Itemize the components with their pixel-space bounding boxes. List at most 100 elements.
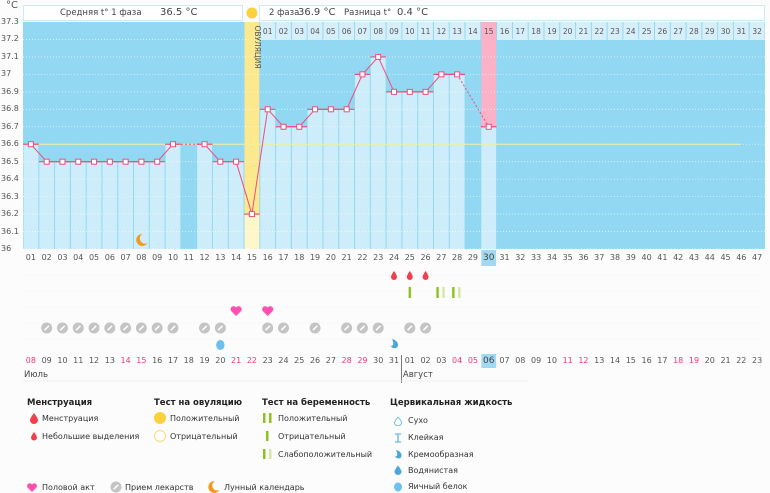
cycle-day-label[interactable]: 07 bbox=[120, 253, 131, 262]
calendar-date-label[interactable]: 21 bbox=[720, 356, 731, 365]
cycle-day-label[interactable]: 45 bbox=[720, 253, 731, 262]
cycle-day-label[interactable]: 35 bbox=[562, 253, 573, 262]
cycle-day-label[interactable]: 19 bbox=[309, 253, 321, 262]
calendar-date-label[interactable]: 14 bbox=[609, 356, 621, 365]
calendar-date-label[interactable]: 22 bbox=[736, 356, 747, 365]
calendar-date-label[interactable]: 04 bbox=[452, 356, 463, 365]
calendar-date-label[interactable]: 12 bbox=[88, 356, 100, 365]
cycle-day-label[interactable]: 33 bbox=[530, 253, 542, 262]
calendar-date-label[interactable]: 13 bbox=[594, 356, 605, 365]
cycle-day-label[interactable]: 41 bbox=[657, 253, 668, 262]
calendar-date-label[interactable]: 11 bbox=[562, 356, 573, 365]
cycle-day-label[interactable]: 47 bbox=[752, 253, 763, 262]
cycle-day-label[interactable]: 34 bbox=[546, 253, 557, 262]
cycle-day-label[interactable]: 25 bbox=[404, 253, 415, 262]
cycle-day-label[interactable]: 11 bbox=[183, 253, 194, 262]
calendar-date-label[interactable]: 30 bbox=[373, 356, 384, 365]
cycle-day-label[interactable]: 22 bbox=[357, 253, 368, 262]
cycle-day-label[interactable]: 31 bbox=[499, 253, 510, 262]
cycle-day-label[interactable]: 02 bbox=[41, 253, 52, 262]
calendar-date-label[interactable]: 19 bbox=[199, 356, 210, 365]
cycle-day-label[interactable]: 21 bbox=[341, 253, 352, 262]
legend-intercourse: Половой акт bbox=[42, 483, 95, 492]
calendar-date-label[interactable]: 21 bbox=[231, 356, 242, 365]
calendar-date-label[interactable]: 14 bbox=[120, 356, 131, 365]
phase1-value: 36.5 °C bbox=[160, 7, 198, 18]
calendar-date-label[interactable]: 28 bbox=[341, 356, 352, 365]
cycle-day-label[interactable]: 32 bbox=[515, 253, 526, 262]
cycle-day-label[interactable]: 29 bbox=[467, 253, 479, 262]
cycle-day-label[interactable]: 43 bbox=[688, 253, 700, 262]
calendar-date-label[interactable]: 17 bbox=[167, 356, 179, 365]
cycle-day-label[interactable]: 10 bbox=[167, 253, 179, 262]
calendar-date-label[interactable]: 18 bbox=[183, 356, 194, 365]
calendar-date-label[interactable]: 29 bbox=[357, 356, 368, 365]
calendar-date-label[interactable]: 15 bbox=[136, 356, 147, 365]
calendar-date-label[interactable]: 23 bbox=[752, 356, 763, 365]
calendar-date-label[interactable]: 27 bbox=[325, 356, 336, 365]
cycle-day-label[interactable]: 14 bbox=[231, 253, 242, 262]
calendar-date-label[interactable]: 07 bbox=[499, 356, 510, 365]
calendar-date-label[interactable]: 13 bbox=[104, 356, 115, 365]
calendar-date-label[interactable]: 26 bbox=[309, 356, 321, 365]
cycle-day-label[interactable]: 05 bbox=[88, 253, 100, 262]
calendar-date-label[interactable]: 25 bbox=[294, 356, 305, 365]
calendar-date-label[interactable]: 02 bbox=[420, 356, 431, 365]
temperature-point bbox=[27, 141, 34, 148]
cycle-day-label[interactable]: 18 bbox=[294, 253, 305, 262]
calendar-date-label[interactable]: 05 bbox=[467, 356, 479, 365]
cycle-day-label[interactable]: 37 bbox=[594, 253, 605, 262]
cycle-day-label[interactable]: 39 bbox=[625, 253, 636, 262]
cycle-day-label[interactable]: 40 bbox=[641, 253, 652, 262]
cycle-day-label[interactable]: 42 bbox=[673, 253, 684, 262]
cycle-day-label[interactable]: 28 bbox=[452, 253, 463, 262]
cycle-day-label[interactable]: 17 bbox=[278, 253, 289, 262]
cycle-day-label[interactable]: 38 bbox=[609, 253, 621, 262]
calendar-date-label[interactable]: 22 bbox=[246, 356, 257, 365]
cycle-day-label[interactable]: 24 bbox=[388, 253, 400, 262]
cycle-day-label[interactable]: 26 bbox=[420, 253, 431, 262]
phase2-day-label: 32 bbox=[752, 27, 762, 36]
calendar-date-label[interactable]: 20 bbox=[704, 356, 715, 365]
cycle-day-label[interactable]: 46 bbox=[736, 253, 747, 262]
cycle-day-label[interactable]: 04 bbox=[73, 253, 84, 262]
cycle-day-label[interactable]: 36 bbox=[578, 253, 589, 262]
calendar-date-label[interactable]: 09 bbox=[41, 356, 52, 365]
calendar-date-label[interactable]: 15 bbox=[625, 356, 636, 365]
calendar-date-label[interactable]: 09 bbox=[530, 356, 542, 365]
calendar-date-label[interactable]: 20 bbox=[215, 356, 226, 365]
cycle-day-label[interactable]: 20 bbox=[325, 253, 336, 262]
calendar-date-label[interactable]: 10 bbox=[57, 356, 68, 365]
calendar-date-label[interactable]: 08 bbox=[515, 356, 526, 365]
calendar-date-label[interactable]: 12 bbox=[578, 356, 589, 365]
cycle-day-label[interactable]: 30 bbox=[482, 253, 495, 263]
calendar-date-label[interactable]: 17 bbox=[657, 356, 668, 365]
calendar-date-label[interactable]: 11 bbox=[73, 356, 84, 365]
cycle-day-label[interactable]: 06 bbox=[104, 253, 115, 262]
calendar-date-label[interactable]: 31 bbox=[388, 356, 400, 365]
cycle-day-label[interactable]: 23 bbox=[373, 253, 384, 262]
cycle-day-label[interactable]: 03 bbox=[57, 253, 68, 262]
cycle-day-label[interactable]: 27 bbox=[436, 253, 447, 262]
cycle-day-label[interactable]: 01 bbox=[25, 253, 36, 262]
calendar-date-label[interactable]: 19 bbox=[688, 356, 700, 365]
calendar-date-label[interactable]: 18 bbox=[673, 356, 684, 365]
cycle-day-label[interactable]: 16 bbox=[262, 253, 273, 262]
calendar-date-label[interactable]: 06 bbox=[482, 356, 495, 366]
cycle-day-label[interactable]: 44 bbox=[704, 253, 715, 262]
calendar-date-label[interactable]: 16 bbox=[641, 356, 652, 365]
cycle-day-label[interactable]: 09 bbox=[152, 253, 163, 262]
cycle-day-label[interactable]: 13 bbox=[215, 253, 226, 262]
cycle-day-label[interactable]: 15 bbox=[246, 253, 257, 262]
temperature-bar bbox=[23, 144, 39, 249]
calendar-date-label[interactable]: 23 bbox=[262, 356, 273, 365]
calendar-date-label[interactable]: 08 bbox=[25, 356, 36, 365]
calendar-date-label[interactable]: 24 bbox=[278, 356, 289, 365]
calendar-date-label[interactable]: 16 bbox=[152, 356, 163, 365]
phase2-day-cell bbox=[654, 22, 670, 40]
cycle-day-label[interactable]: 08 bbox=[136, 253, 147, 262]
cycle-day-label[interactable]: 12 bbox=[199, 253, 210, 262]
calendar-date-label[interactable]: 03 bbox=[436, 356, 447, 365]
calendar-date-label[interactable]: 10 bbox=[546, 356, 557, 365]
calendar-date-label[interactable]: 01 bbox=[404, 356, 415, 365]
